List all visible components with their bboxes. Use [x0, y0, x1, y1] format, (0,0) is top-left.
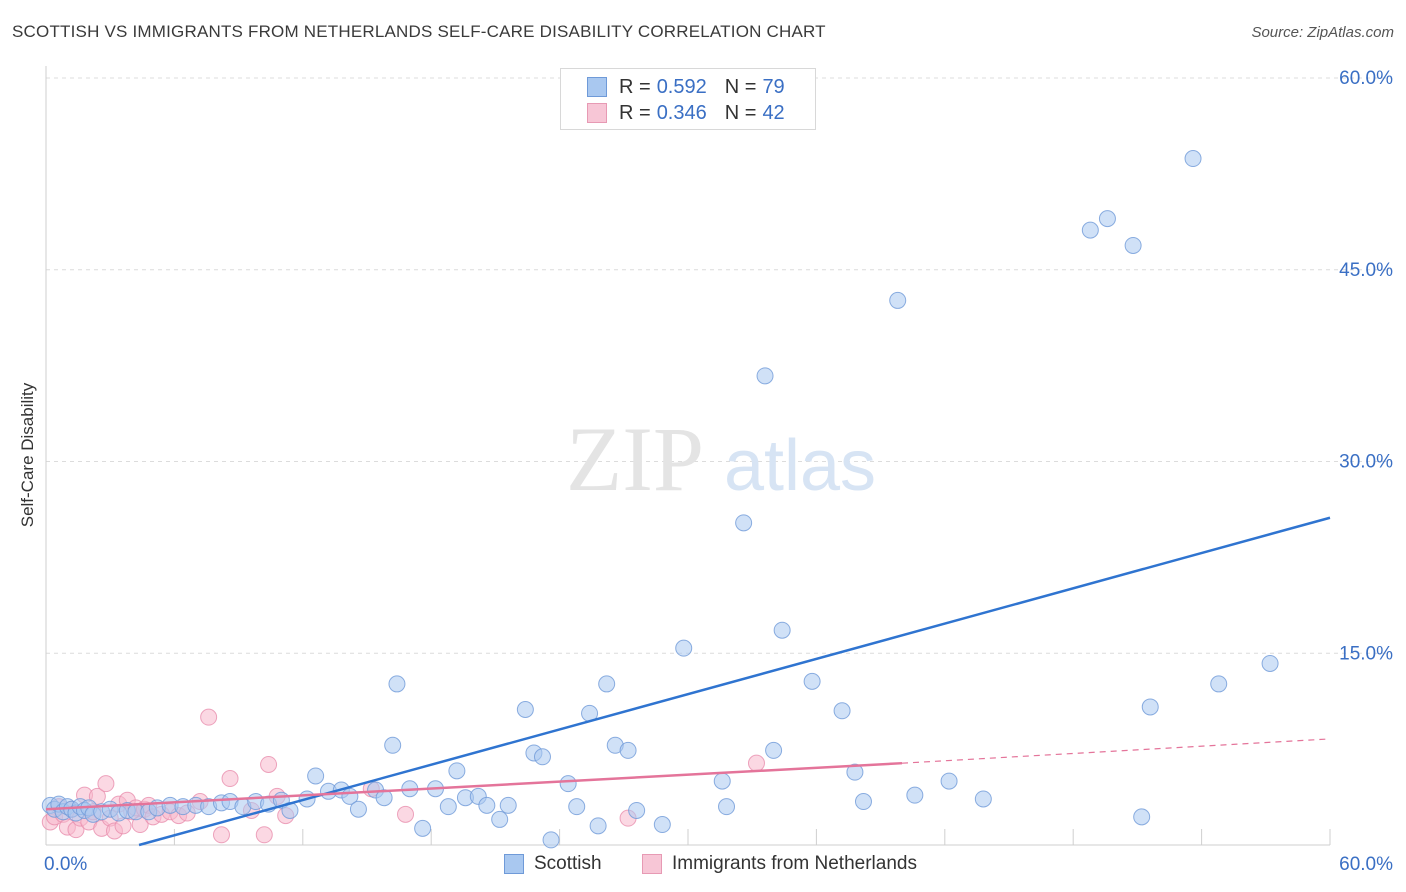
netherlands-swatch: [587, 103, 607, 123]
x-tick-label: 60.0%: [1339, 854, 1393, 875]
n-label: N =: [724, 75, 757, 98]
stats-legend-scottish: R = 0.592 N = 79: [587, 74, 785, 100]
netherlands-point: [221, 770, 239, 788]
scottish-point: [1210, 675, 1228, 693]
grid-lines: [46, 77, 1392, 654]
legend-item-scottish[interactable]: Scottish: [504, 850, 602, 878]
scottish-point: [1098, 210, 1116, 228]
netherlands-point: [260, 755, 278, 773]
netherlands-point: [255, 826, 273, 844]
scottish-point: [628, 801, 646, 819]
scottish-point: [803, 672, 821, 690]
scottish-point: [619, 741, 637, 759]
y-axis-label: Self-Care Disability: [18, 382, 37, 528]
scottish-point: [653, 816, 671, 834]
scottish-point: [1141, 698, 1159, 716]
r-value: 0.346: [656, 101, 707, 124]
y-tick-label: 45.0%: [1339, 260, 1393, 281]
scottish-point: [598, 675, 616, 693]
scottish-point: [765, 741, 783, 759]
n-value: 79: [762, 75, 785, 98]
netherlands-point: [397, 805, 415, 823]
scottish-point: [388, 675, 406, 693]
scottish-point: [349, 800, 367, 818]
stats-legend: R = 0.592 N = 79 R = 0.346 N = 42: [560, 68, 816, 130]
r-label: R =: [619, 101, 651, 124]
scottish-point: [1133, 808, 1151, 826]
chart-title: SCOTTISH VS IMMIGRANTS FROM NETHERLANDS …: [12, 22, 826, 41]
netherlands-trend-line: [45, 761, 903, 811]
y-tick-label: 60.0%: [1339, 68, 1393, 89]
scottish-point: [516, 700, 534, 718]
scottish-point: [491, 810, 509, 828]
legend-item-netherlands[interactable]: Immigrants from Netherlands: [642, 850, 917, 878]
trend-lines: [45, 516, 1331, 847]
scottish-point: [940, 772, 958, 790]
scottish-point: [773, 621, 791, 639]
scottish-point: [718, 798, 736, 816]
scottish-trend-line: [138, 516, 1331, 847]
scottish-point: [1184, 150, 1202, 168]
scottish-point: [559, 775, 577, 793]
scottish-point: [833, 702, 851, 720]
y-tick-label: 15.0%: [1339, 643, 1393, 664]
scottish-point: [756, 367, 774, 385]
scottish-point: [713, 772, 731, 790]
scottish-point: [307, 767, 325, 785]
stats-legend-netherlands: R = 0.346 N = 42: [587, 100, 785, 126]
scottish-point: [533, 748, 551, 766]
scottish-point: [414, 819, 432, 837]
scottish-point: [675, 639, 693, 657]
axis-ticks: 15.0% 30.0% 45.0% 60.0% 0.0% 60.0%: [44, 68, 1393, 875]
scottish-point: [439, 798, 457, 816]
axes: [45, 66, 1331, 846]
source-label: Source: ZipAtlas.com: [1251, 24, 1394, 41]
watermark-atlas: atlas: [724, 426, 876, 506]
scottish-point: [448, 762, 466, 780]
scottish-point: [542, 831, 560, 849]
scottish-point: [1261, 654, 1279, 672]
netherlands-legend-swatch: [642, 854, 662, 874]
x-tick-label: 0.0%: [44, 854, 87, 875]
scottish-point: [384, 736, 402, 754]
scottish-swatch: [587, 77, 607, 97]
scottish-point: [735, 514, 753, 532]
netherlands-point: [200, 708, 218, 726]
r-value: 0.592: [656, 75, 707, 98]
scottish-point: [854, 793, 872, 811]
y-tick-label: 30.0%: [1339, 452, 1393, 473]
scottish-point: [889, 291, 907, 309]
scottish-point: [1081, 221, 1099, 239]
r-label: R =: [619, 75, 651, 98]
n-label: N =: [724, 101, 757, 124]
netherlands-legend-label: Immigrants from Netherlands: [672, 853, 917, 874]
scottish-legend-label: Scottish: [534, 853, 602, 874]
scottish-point: [568, 798, 586, 816]
netherlands-point: [212, 826, 230, 844]
n-value: 42: [762, 101, 785, 124]
scottish-point: [974, 790, 992, 808]
scottish-point: [499, 796, 517, 814]
netherlands-point: [747, 754, 765, 772]
watermark-zip: ZIP: [566, 408, 704, 510]
scottish-point: [906, 786, 924, 804]
scottish-point: [1124, 236, 1142, 254]
scottish-point: [478, 796, 496, 814]
netherlands-point: [97, 775, 115, 793]
scottish-point: [846, 763, 864, 781]
scottish-point: [589, 817, 607, 835]
scottish-point: [375, 789, 393, 807]
scottish-legend-swatch: [504, 854, 524, 874]
netherlands-trend-extension: [901, 738, 1331, 764]
watermark: ZIP atlas: [566, 408, 876, 510]
